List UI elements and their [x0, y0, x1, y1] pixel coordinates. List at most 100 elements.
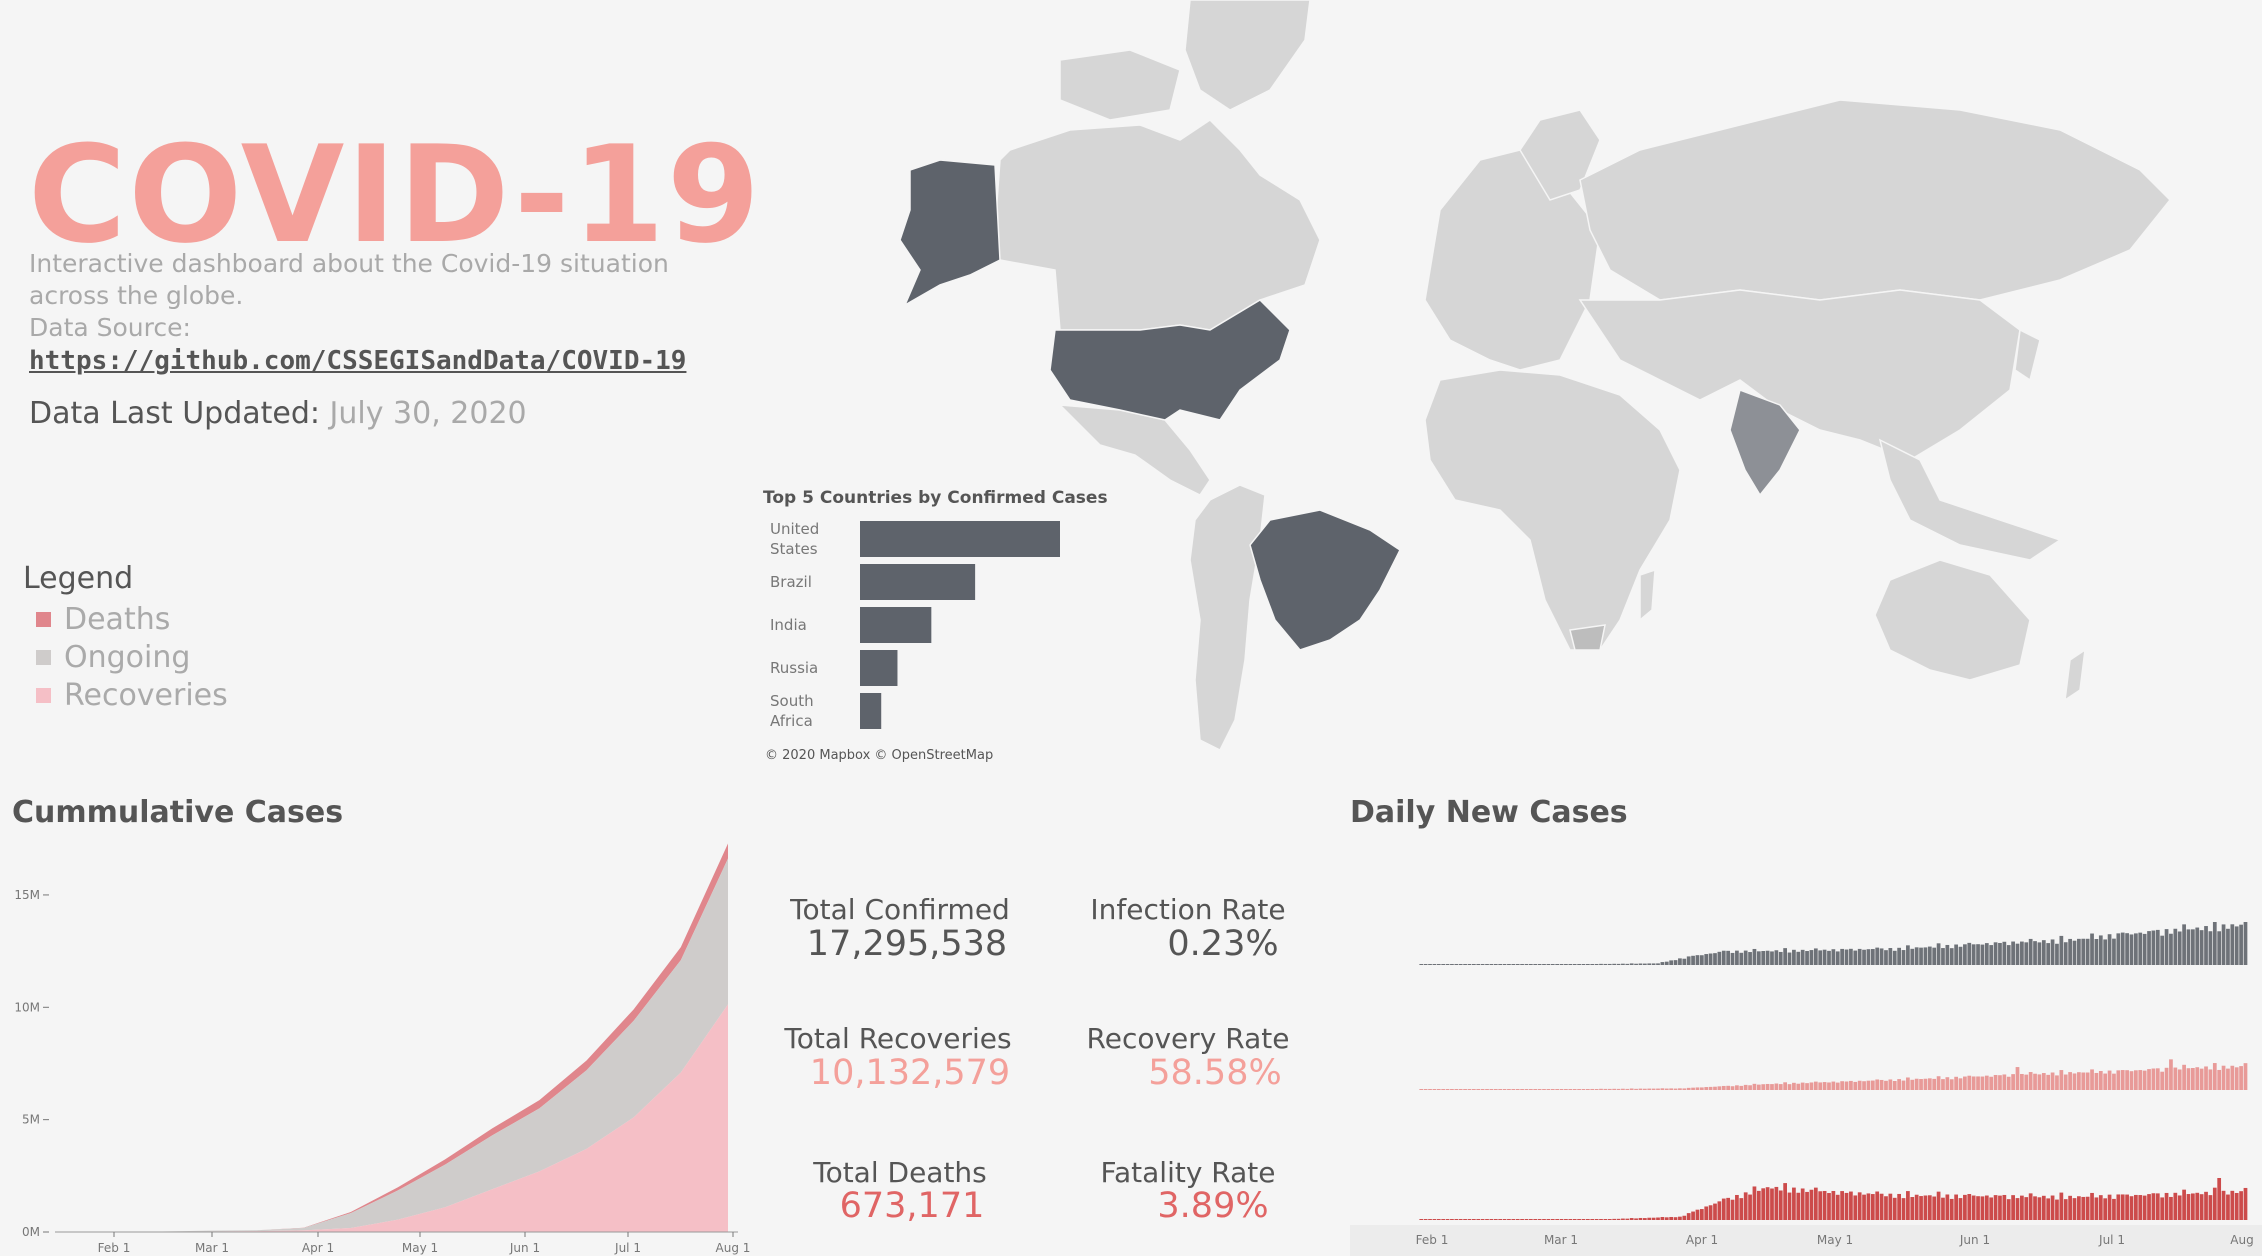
- map-united-states[interactable]: [1049, 299, 1291, 421]
- daily-bar[interactable]: [1686, 956, 1691, 965]
- daily-bar[interactable]: [1423, 1219, 1428, 1220]
- daily-bar[interactable]: [2221, 1065, 2226, 1090]
- daily-bar[interactable]: [2234, 926, 2239, 965]
- daily-bar[interactable]: [1945, 1077, 1950, 1090]
- daily-bar[interactable]: [2155, 1068, 2160, 1090]
- daily-bar[interactable]: [2199, 930, 2204, 965]
- daily-bar[interactable]: [1441, 1089, 1446, 1090]
- daily-bar[interactable]: [1927, 1195, 1932, 1220]
- top5-bar[interactable]: [860, 693, 882, 729]
- daily-bar[interactable]: [1542, 1089, 1546, 1090]
- daily-bar[interactable]: [1835, 1194, 1840, 1220]
- daily-bar[interactable]: [2077, 938, 2081, 965]
- daily-bar[interactable]: [2033, 1073, 2037, 1090]
- map-brazil[interactable]: [1249, 509, 1401, 651]
- daily-bar[interactable]: [1849, 1080, 1853, 1090]
- daily-bar[interactable]: [1625, 1218, 1630, 1220]
- daily-bar[interactable]: [1493, 1089, 1498, 1090]
- daily-bar[interactable]: [1546, 1089, 1551, 1090]
- daily-bar[interactable]: [2020, 1073, 2024, 1090]
- daily-bar[interactable]: [1423, 964, 1428, 965]
- daily-bar[interactable]: [1590, 1219, 1595, 1220]
- daily-bar[interactable]: [1432, 964, 1437, 965]
- daily-bar[interactable]: [1564, 964, 1568, 965]
- daily-bar[interactable]: [1559, 1089, 1564, 1090]
- daily-bar[interactable]: [2006, 945, 2011, 965]
- daily-bar[interactable]: [1809, 950, 1814, 965]
- daily-bar[interactable]: [1835, 951, 1840, 965]
- daily-bar[interactable]: [1862, 1081, 1866, 1090]
- daily-bar[interactable]: [1888, 1079, 1893, 1090]
- daily-bar[interactable]: [1524, 964, 1529, 965]
- daily-bar[interactable]: [1976, 1196, 1980, 1220]
- daily-bar[interactable]: [2103, 1198, 2108, 1220]
- daily-bar[interactable]: [1884, 1196, 1888, 1220]
- daily-bar[interactable]: [1432, 1089, 1437, 1090]
- daily-bar[interactable]: [1572, 964, 1577, 965]
- daily-bar[interactable]: [1436, 1219, 1441, 1220]
- daily-bar[interactable]: [1813, 1187, 1818, 1220]
- daily-bar[interactable]: [2177, 1069, 2182, 1090]
- daily-bar[interactable]: [1686, 1213, 1691, 1220]
- daily-bar[interactable]: [1980, 1196, 1985, 1220]
- daily-bar[interactable]: [2081, 1196, 2086, 1220]
- daily-bar[interactable]: [1800, 949, 1805, 965]
- daily-bar[interactable]: [1656, 1217, 1660, 1221]
- daily-bar[interactable]: [2147, 1194, 2151, 1220]
- daily-bar[interactable]: [1621, 1088, 1625, 1090]
- daily-bar[interactable]: [1537, 1089, 1542, 1090]
- daily-bar[interactable]: [1454, 1089, 1459, 1090]
- daily-bar[interactable]: [1704, 954, 1709, 965]
- daily-bar[interactable]: [1568, 964, 1573, 965]
- daily-bar[interactable]: [2037, 1074, 2042, 1090]
- daily-bar[interactable]: [1704, 1087, 1709, 1090]
- daily-bar[interactable]: [1993, 1074, 1998, 1090]
- daily-bar[interactable]: [1936, 1191, 1941, 1220]
- daily-bar[interactable]: [2129, 934, 2134, 965]
- daily-bar[interactable]: [2081, 1072, 2086, 1090]
- daily-bar[interactable]: [1524, 1089, 1529, 1090]
- daily-bar[interactable]: [2234, 1192, 2239, 1220]
- daily-bar[interactable]: [1967, 942, 1972, 965]
- daily-bar[interactable]: [1419, 964, 1424, 965]
- daily-bar[interactable]: [1884, 1080, 1888, 1090]
- legend-item-deaths[interactable]: Deaths: [23, 600, 228, 638]
- map-asia[interactable]: [1578, 289, 2021, 461]
- daily-bar[interactable]: [2011, 941, 2015, 965]
- daily-bar[interactable]: [1621, 963, 1625, 965]
- daily-bar[interactable]: [1599, 1088, 1603, 1090]
- daily-bar[interactable]: [1783, 948, 1787, 965]
- daily-bar[interactable]: [1796, 1083, 1801, 1090]
- daily-bar[interactable]: [1739, 1085, 1744, 1090]
- daily-bar[interactable]: [1511, 964, 1516, 965]
- daily-bar[interactable]: [2230, 924, 2235, 965]
- daily-bar[interactable]: [2134, 933, 2138, 965]
- daily-bar[interactable]: [1853, 1195, 1858, 1220]
- daily-bar[interactable]: [2204, 926, 2208, 965]
- daily-bar[interactable]: [1458, 1219, 1463, 1220]
- daily-bar[interactable]: [1476, 1089, 1481, 1090]
- daily-bar[interactable]: [1971, 1195, 1976, 1220]
- daily-bar[interactable]: [1796, 951, 1801, 965]
- daily-bar[interactable]: [1927, 1078, 1932, 1090]
- daily-bar[interactable]: [1971, 944, 1976, 965]
- daily-bar[interactable]: [2243, 922, 2248, 965]
- map-southeast-asia[interactable]: [1878, 438, 2062, 561]
- top5-bar[interactable]: [860, 650, 898, 686]
- daily-bar[interactable]: [2147, 931, 2151, 965]
- daily-bar[interactable]: [1914, 1194, 1919, 1220]
- daily-bar[interactable]: [1691, 1211, 1695, 1220]
- daily-bar[interactable]: [1998, 1075, 2002, 1090]
- map-alaska[interactable]: [899, 159, 1001, 307]
- daily-bar[interactable]: [1835, 1082, 1840, 1090]
- daily-bar[interactable]: [1844, 1081, 1849, 1091]
- daily-bar[interactable]: [1581, 1219, 1586, 1220]
- daily-bar[interactable]: [1542, 1219, 1546, 1220]
- daily-bar[interactable]: [1550, 1219, 1555, 1220]
- daily-bar[interactable]: [2182, 924, 2186, 965]
- map-madagascar[interactable]: [1639, 568, 1656, 622]
- daily-bar[interactable]: [1647, 963, 1652, 965]
- daily-bar[interactable]: [1550, 1089, 1555, 1090]
- daily-bar[interactable]: [1669, 1216, 1674, 1220]
- daily-bar[interactable]: [1941, 1079, 1945, 1090]
